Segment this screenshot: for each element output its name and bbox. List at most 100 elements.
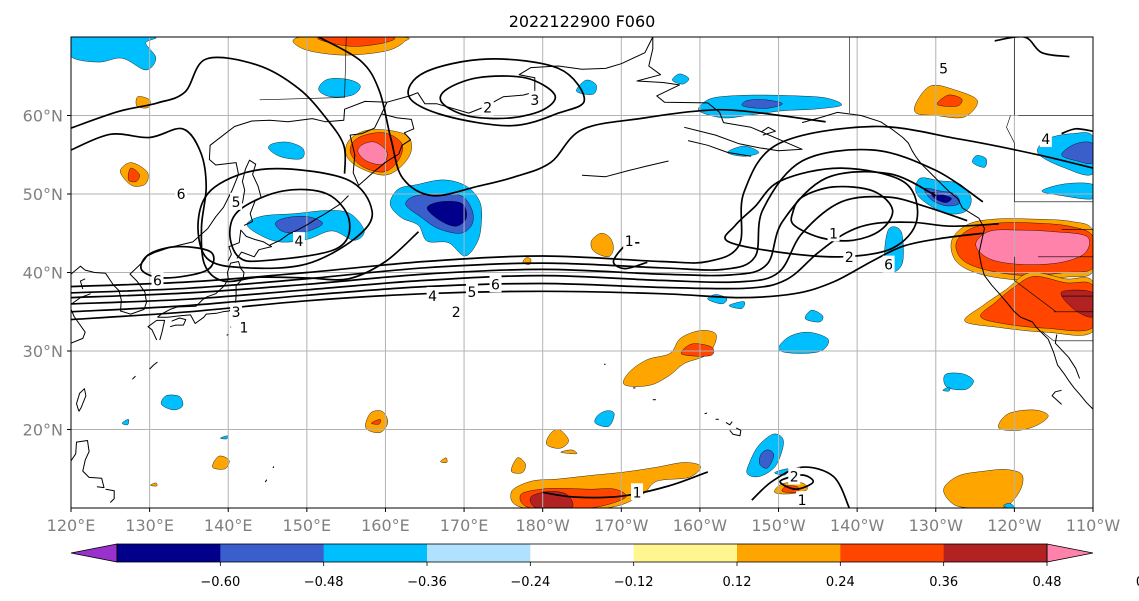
shaded-region — [680, 343, 715, 357]
lat-tick-label: 30°N — [23, 342, 63, 361]
colorbar-extend-high — [1046, 543, 1094, 563]
contour-label: 3 — [530, 93, 539, 109]
contour-label-bg — [843, 247, 856, 265]
contour-line — [228, 188, 351, 263]
contour-label: 5 — [939, 61, 948, 77]
contour-label-bg — [631, 483, 644, 501]
contour-label-bg — [292, 232, 305, 250]
contour-label: 4 — [428, 289, 437, 305]
shaded-region — [804, 309, 824, 323]
lon-tick-label: 130°E — [125, 516, 174, 535]
colorbar-segment — [943, 544, 1048, 562]
coastline — [1054, 334, 1081, 379]
shaded-region — [1061, 141, 1093, 164]
coastline — [386, 37, 654, 114]
colorbar-tick-label: −0.12 — [614, 575, 654, 590]
lon-tick-label: 140°W — [830, 516, 885, 535]
shaded-region — [1060, 289, 1093, 318]
colorbar-tick-label: −0.36 — [407, 575, 447, 590]
colorbar-tick-label: 0.48 — [1033, 575, 1062, 590]
coastline — [105, 488, 115, 503]
contour-label-bg — [788, 467, 801, 485]
lon-tick-label: 130°W — [909, 516, 964, 535]
lon-tick-label: 170°W — [594, 516, 649, 535]
shaded-region — [590, 233, 614, 258]
contour-label-bg — [237, 318, 250, 336]
lat-tick-label: 40°N — [23, 264, 63, 283]
contour-line — [71, 56, 347, 174]
contour-label-bg — [450, 302, 463, 320]
colorbar-tick-label: 0.12 — [723, 575, 752, 590]
coastline — [729, 427, 742, 437]
colorbar-segment — [530, 544, 635, 562]
lon-tick-label: 150°E — [283, 516, 332, 535]
shaded-region — [594, 410, 615, 427]
political-borders — [259, 37, 1093, 342]
coastline — [725, 421, 733, 426]
contour-label: 1 — [829, 226, 838, 242]
shaded-region — [942, 386, 951, 392]
contour-label: 4 — [295, 234, 304, 250]
contour-label-bg — [489, 275, 502, 293]
lon-tick-label: 160°W — [673, 516, 728, 535]
border-line — [1041, 331, 1093, 342]
contour-label-bg — [481, 98, 494, 116]
contour-label-bg — [151, 271, 164, 289]
contour-label-bg — [796, 491, 809, 508]
lon-tick-label: 140°E — [204, 516, 253, 535]
colorbar-tick-label: 0.36 — [929, 575, 958, 590]
coastline — [636, 37, 803, 152]
contour-line — [407, 58, 586, 127]
lon-tick-label: 170°E — [440, 516, 489, 535]
lat-tick-label: 60°N — [23, 107, 63, 126]
coastline — [149, 361, 158, 370]
contour-lines — [71, 37, 1093, 508]
contour-label: 1 — [625, 234, 634, 250]
colorbar-segment — [737, 544, 841, 562]
shaded-region — [975, 229, 1090, 265]
coastline — [272, 466, 275, 469]
colorbar-segment — [840, 544, 945, 562]
shaded-region — [972, 155, 987, 168]
colorbar-tick-label: −0.48 — [304, 575, 344, 590]
contour-line — [994, 37, 1070, 58]
shaded-region — [317, 37, 396, 47]
colorbar-tick-label: 0.24 — [826, 575, 855, 590]
border-line — [259, 37, 347, 101]
shaded-region — [943, 469, 1024, 508]
shaded-region — [741, 99, 783, 109]
shaded-region — [546, 429, 569, 449]
coastline — [801, 111, 1093, 410]
contour-line — [71, 125, 1093, 288]
contour-line — [724, 167, 919, 258]
coastlines — [71, 37, 1093, 503]
shaded-region — [127, 167, 140, 183]
contour-label: 1 — [798, 493, 807, 509]
colorbar-extend-low — [70, 543, 118, 563]
contour-line — [71, 232, 983, 321]
contour-label-bg — [230, 302, 243, 320]
coastline — [227, 229, 272, 261]
shaded-region — [426, 201, 467, 227]
lat-tick-label: 50°N — [23, 185, 63, 204]
lat-tick-label: 20°N — [23, 421, 63, 440]
contour-label: 1 — [239, 320, 248, 336]
contour-line — [318, 37, 826, 197]
contour-label-bg — [465, 283, 478, 301]
contour-label: 5 — [232, 195, 241, 211]
shaded-region — [560, 449, 578, 455]
contour-label: 2 — [790, 470, 799, 486]
colorbar-segment — [323, 544, 428, 562]
contour-line — [1061, 127, 1093, 135]
coastline — [71, 265, 106, 275]
coastline — [760, 126, 776, 136]
shaded-region — [318, 78, 361, 98]
contour-label-bg — [175, 185, 188, 202]
border-line — [1006, 115, 1015, 202]
shaded-region — [937, 94, 963, 107]
lon-tick-label: 110°W — [1066, 516, 1121, 535]
coastline — [1051, 389, 1062, 405]
coastline — [349, 113, 415, 186]
colorbar-segment — [427, 544, 531, 562]
